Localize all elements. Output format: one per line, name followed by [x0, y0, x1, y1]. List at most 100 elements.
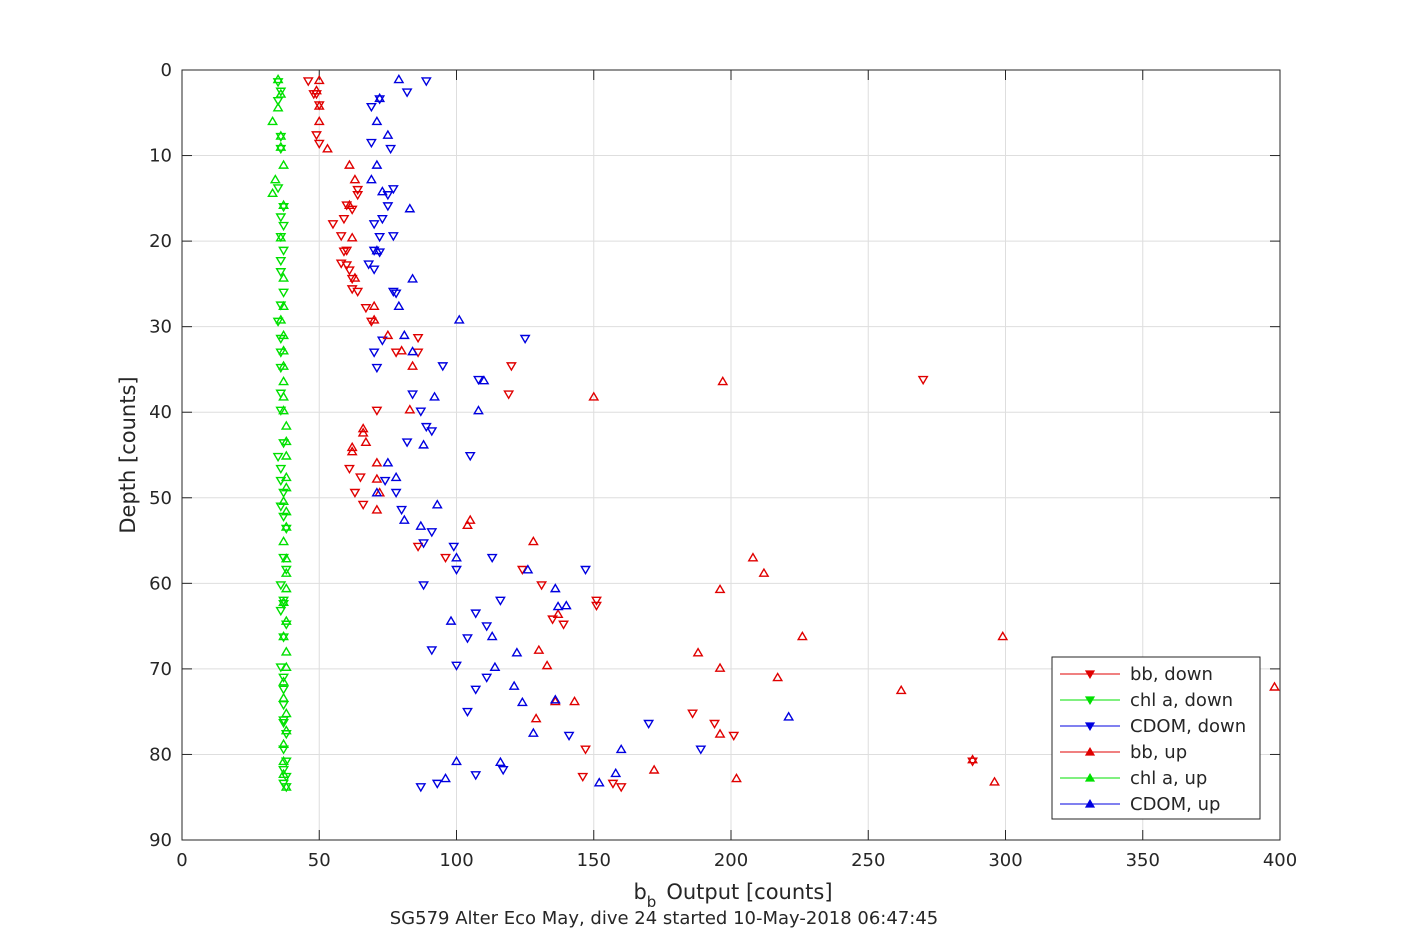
data-point: [374, 92, 386, 103]
data-point: [431, 499, 443, 509]
data-point: [552, 608, 564, 618]
legend-label: chl a, down: [1130, 690, 1233, 711]
x-tick-label: 200: [714, 850, 748, 871]
data-point: [610, 767, 622, 778]
data-point: [278, 692, 289, 702]
data-point: [278, 718, 289, 729]
data-point: [503, 390, 515, 400]
data-point: [486, 631, 498, 641]
data-point: [563, 731, 575, 741]
data-point: [464, 514, 476, 524]
data-point: [783, 711, 795, 721]
data-point: [385, 144, 397, 155]
data-point: [280, 661, 292, 672]
y-tick-label: 70: [149, 659, 172, 680]
data-point: [473, 405, 484, 415]
data-point: [365, 102, 377, 113]
data-point: [278, 600, 289, 610]
data-point: [796, 631, 808, 641]
data-point: [440, 553, 451, 564]
data-point: [533, 644, 545, 654]
data-point: [714, 728, 726, 738]
data-point: [280, 757, 292, 767]
x-axis-label-subscript: b: [647, 893, 657, 911]
data-point: [695, 745, 707, 755]
data-point: [390, 289, 402, 299]
data-point: [426, 528, 438, 538]
y-tick-label: 50: [149, 488, 172, 509]
data-point: [374, 232, 386, 243]
data-point: [470, 685, 482, 695]
x-tick-label: 350: [1126, 850, 1160, 871]
x-tick-label: 300: [988, 850, 1022, 871]
data-point: [280, 646, 292, 656]
y-tick-label: 40: [149, 402, 172, 423]
data-point: [522, 564, 534, 574]
data-point: [371, 457, 383, 467]
data-point: [360, 436, 372, 447]
data-point: [451, 755, 462, 766]
data-point: [462, 519, 473, 530]
series-3: [311, 74, 1280, 786]
data-point: [382, 329, 394, 340]
x-tick-label: 400: [1263, 850, 1297, 871]
data-point: [527, 727, 539, 737]
legend-label: CDOM, down: [1130, 716, 1246, 737]
data-point: [453, 314, 465, 324]
data-point: [272, 452, 284, 463]
data-point: [549, 696, 561, 706]
y-tick-label: 90: [149, 830, 172, 851]
data-point: [643, 719, 655, 730]
data-point: [349, 174, 361, 184]
data-point: [280, 524, 292, 534]
data-point: [352, 287, 364, 297]
data-point: [322, 143, 333, 153]
data-point: [368, 220, 380, 230]
data-point: [396, 505, 408, 516]
data-point: [530, 713, 542, 723]
data-point: [497, 765, 509, 776]
data-point: [363, 260, 375, 270]
data-point: [344, 266, 355, 276]
x-tick-label: 50: [308, 850, 331, 871]
data-point: [280, 553, 292, 563]
data-point: [371, 115, 383, 126]
data-point: [560, 600, 572, 610]
data-point: [615, 743, 627, 754]
data-point: [280, 471, 292, 482]
x-tick-label: 0: [176, 850, 187, 871]
data-point: [280, 725, 292, 735]
data-point: [275, 141, 287, 151]
data-point: [728, 731, 740, 741]
data-point: [272, 74, 284, 84]
data-point: [269, 174, 281, 184]
data-point: [478, 375, 490, 385]
data-point: [267, 115, 279, 126]
data-point: [275, 363, 287, 374]
data-point: [462, 707, 473, 718]
data-point: [387, 232, 399, 242]
data-point: [549, 583, 561, 593]
data-point: [577, 772, 589, 783]
data-point: [1269, 681, 1280, 691]
data-point: [588, 391, 600, 401]
data-point: [335, 232, 347, 242]
data-point: [415, 407, 427, 417]
legend-label: chl a, up: [1130, 768, 1207, 789]
data-point: [344, 464, 355, 475]
data-point: [275, 130, 287, 140]
data-point: [382, 457, 394, 467]
data-point: [278, 676, 289, 686]
data-point: [505, 362, 517, 372]
data-point: [360, 303, 372, 314]
data-point: [278, 439, 289, 449]
data-point: [280, 565, 292, 576]
data-point: [593, 777, 605, 787]
figure-caption: SG579 Alter Eco May, dive 24 started 10-…: [390, 908, 939, 929]
data-point: [313, 139, 325, 149]
y-tick-label: 30: [149, 317, 172, 338]
data-point: [368, 314, 380, 324]
data-point: [275, 314, 287, 324]
data-point: [275, 88, 287, 98]
